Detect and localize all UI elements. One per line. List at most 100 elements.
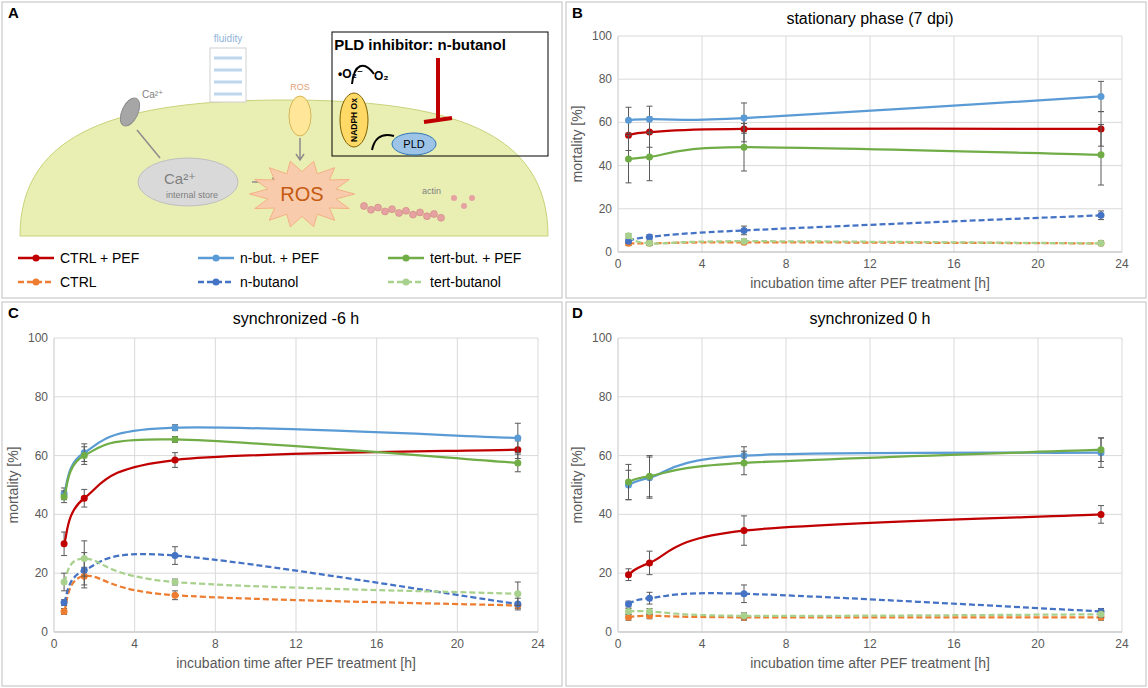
error-bar xyxy=(172,436,178,442)
error-bar xyxy=(626,614,632,620)
error-bar-cap xyxy=(626,580,632,581)
error-bar-cap xyxy=(741,545,747,546)
error-bar-cap xyxy=(515,609,521,610)
legend-label: n-but. + PEF xyxy=(240,250,319,266)
legend-item: n-but. + PEF xyxy=(198,250,319,266)
data-point xyxy=(61,579,68,586)
data-point xyxy=(646,473,653,480)
data-point xyxy=(172,457,179,464)
error-bar-cap xyxy=(515,605,521,606)
error-bar-cap xyxy=(1098,437,1104,438)
data-point xyxy=(741,612,748,619)
grid-line xyxy=(702,338,703,632)
actin-bead xyxy=(424,213,431,220)
error-bar-cap xyxy=(515,582,521,583)
data-point xyxy=(741,527,748,534)
series-line xyxy=(64,450,518,544)
actin-bead xyxy=(451,195,457,201)
grid-line xyxy=(786,338,787,632)
y-axis xyxy=(618,338,619,632)
tick-label: 8 xyxy=(212,637,219,651)
arrow xyxy=(296,138,304,160)
error-bar-cap xyxy=(647,551,653,552)
legend-label: tert-butanol xyxy=(430,274,501,290)
error-bar xyxy=(515,582,521,606)
tick-label: 20 xyxy=(451,637,465,651)
grid-line xyxy=(702,36,703,252)
panel-frame xyxy=(2,302,562,686)
tick-label: 16 xyxy=(947,637,961,651)
error-bar-cap xyxy=(1098,185,1104,186)
x-axis-title: incubation time after PEF treatment [h] xyxy=(750,275,990,291)
error-bar-cap xyxy=(81,576,87,577)
error-bar-cap xyxy=(741,446,747,447)
chart-title: synchronized -6 h xyxy=(233,310,359,327)
data-point xyxy=(1098,511,1105,518)
error-bar-cap xyxy=(647,496,653,497)
error-bar xyxy=(172,591,178,600)
actin-bead xyxy=(469,195,475,201)
error-bar-cap xyxy=(647,106,653,107)
x-axis-title: incubation time after PEF treatment [h] xyxy=(176,655,416,671)
error-bar xyxy=(741,585,747,603)
ros-label: ROS xyxy=(280,183,323,205)
tick-label: 60 xyxy=(35,449,49,463)
error-bar xyxy=(626,135,632,183)
error-bar-cap xyxy=(81,540,87,541)
actin-bead xyxy=(403,207,410,214)
data-point xyxy=(625,232,632,239)
error-bar-cap xyxy=(626,568,632,569)
error-bar xyxy=(172,425,178,431)
calcium-store-label: Ca²⁺ xyxy=(164,170,196,187)
error-bar xyxy=(741,123,747,171)
legend-label: tert-but. + PEF xyxy=(430,250,521,266)
error-bar-cap xyxy=(626,133,632,134)
data-point xyxy=(172,579,179,586)
grid-line xyxy=(618,252,1122,253)
tick-label: 0 xyxy=(615,637,622,651)
tick-label: 12 xyxy=(863,257,877,271)
grid-line xyxy=(215,338,216,632)
error-bar-cap xyxy=(647,132,653,133)
error-bar-cap xyxy=(647,455,653,456)
grid-line xyxy=(618,632,1122,633)
nadph-ox-label: NADPH Ox xyxy=(349,98,359,142)
error-bar xyxy=(647,592,653,604)
error-bar-cap xyxy=(172,590,178,591)
series-line xyxy=(629,514,1102,574)
error-bar xyxy=(81,444,87,462)
ros-burst xyxy=(250,161,355,227)
arrow xyxy=(352,66,374,84)
fluidity-icon xyxy=(210,48,246,102)
error-bar-cap xyxy=(741,602,747,603)
error-bar-cap xyxy=(741,584,747,585)
error-bar xyxy=(172,453,178,468)
data-point xyxy=(1098,93,1105,100)
error-bar xyxy=(1098,438,1104,467)
chart-title: stationary phase (7 dpi) xyxy=(786,10,953,27)
grid-line xyxy=(1122,36,1123,252)
error-bar xyxy=(626,601,632,607)
tick-label: 80 xyxy=(599,72,613,86)
data-point xyxy=(625,156,632,163)
data-point xyxy=(514,434,521,441)
error-bar-cap xyxy=(647,574,653,575)
data-point xyxy=(61,599,68,606)
tick-label: 100 xyxy=(592,29,612,43)
data-point xyxy=(625,117,632,124)
error-bar-cap xyxy=(61,502,67,503)
error-bar-cap xyxy=(626,464,632,465)
legend-item: n-butanol xyxy=(198,274,298,290)
error-bar xyxy=(647,551,653,575)
error-bar xyxy=(741,226,747,235)
legend-item: CTRL xyxy=(18,274,97,290)
data-point xyxy=(646,608,653,615)
error-bar xyxy=(647,106,653,132)
internal-store xyxy=(138,158,238,206)
tick-label: 80 xyxy=(35,390,49,404)
tick-label: 60 xyxy=(599,449,613,463)
grid-line xyxy=(296,338,297,632)
data-point xyxy=(1098,212,1105,219)
ros-channel-label: ROS xyxy=(290,82,310,92)
error-bar-cap xyxy=(172,452,178,453)
